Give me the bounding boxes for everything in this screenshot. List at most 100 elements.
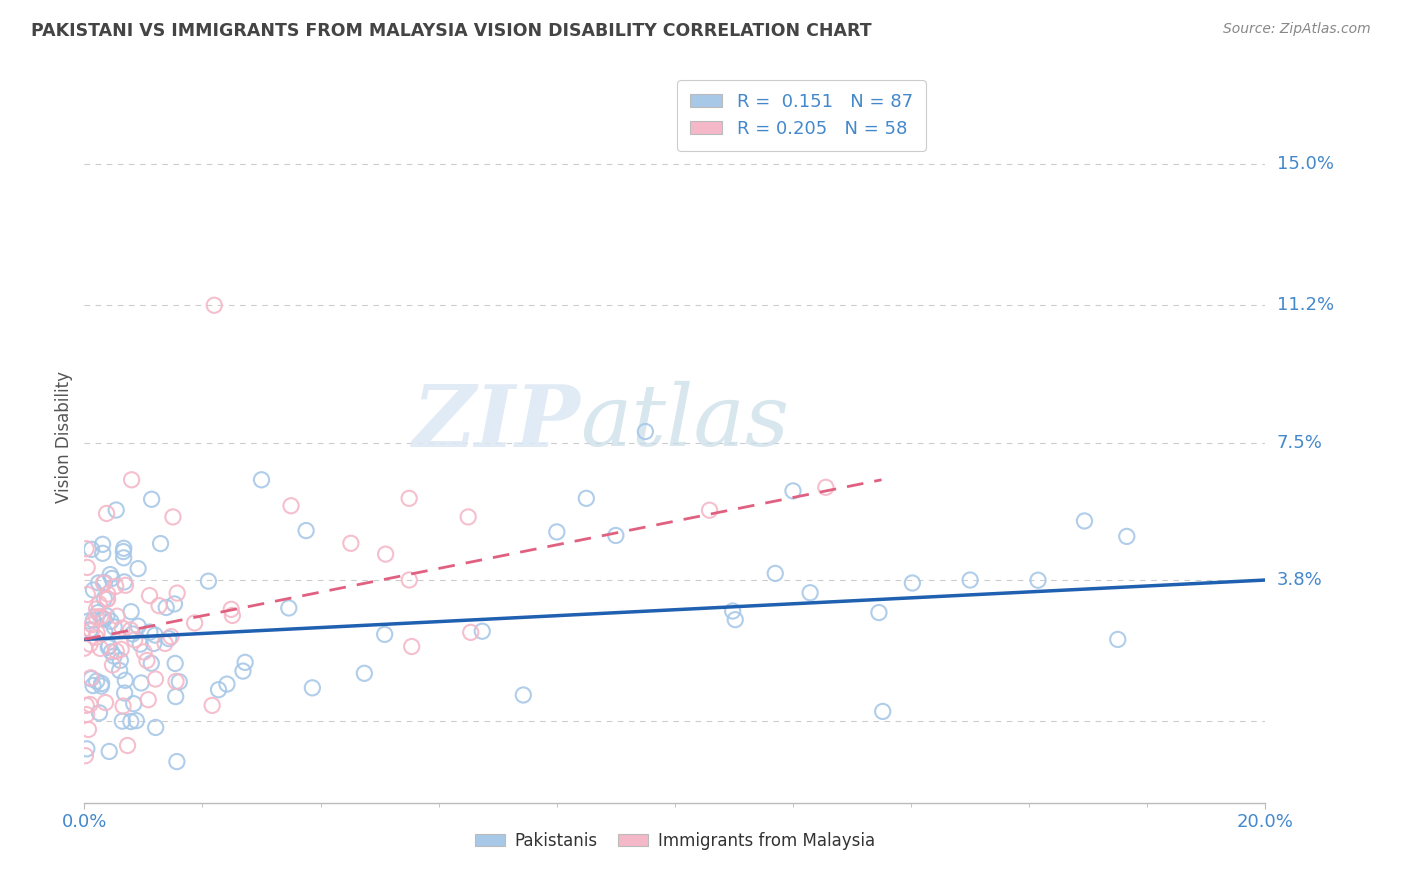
Point <box>79 637 101 651</box>
Point <box>105 503 128 517</box>
Point <box>101 571 124 585</box>
Point <box>120 605 142 619</box>
Point <box>117 739 139 753</box>
Point <box>145 721 167 735</box>
Legend: Pakistanis, Immigrants from Malaysia: Pakistanis, Immigrants from Malaysia <box>468 825 882 856</box>
Point <box>108 664 131 678</box>
Point <box>105 644 128 658</box>
Point <box>87 606 110 620</box>
Point <box>141 657 163 671</box>
Point <box>699 503 721 517</box>
Point <box>546 524 568 539</box>
Point <box>374 627 396 641</box>
Point <box>111 621 134 635</box>
Point <box>163 597 186 611</box>
Point <box>202 298 225 312</box>
Point <box>129 676 152 690</box>
Point <box>82 582 104 597</box>
Point <box>215 677 238 691</box>
Point <box>142 636 165 650</box>
Point <box>104 579 127 593</box>
Point <box>105 609 128 624</box>
Point <box>353 666 375 681</box>
Point <box>512 688 534 702</box>
Point <box>301 681 323 695</box>
Point <box>814 480 837 494</box>
Point <box>374 547 396 561</box>
Point <box>605 528 627 542</box>
Point <box>125 714 148 728</box>
Point <box>136 692 159 706</box>
Text: 15.0%: 15.0% <box>1277 155 1333 173</box>
Point <box>111 714 134 728</box>
Point <box>1115 529 1137 543</box>
Point <box>120 714 142 729</box>
Point <box>100 615 122 629</box>
Text: atlas: atlas <box>581 381 790 464</box>
Point <box>84 630 107 644</box>
Point <box>76 742 98 756</box>
Point <box>121 473 143 487</box>
Point <box>112 544 135 558</box>
Point <box>457 509 479 524</box>
Point <box>93 575 115 590</box>
Point <box>201 698 224 713</box>
Point <box>145 672 167 686</box>
Point <box>93 576 115 591</box>
Point <box>121 627 143 641</box>
Point <box>93 591 115 606</box>
Point <box>112 574 135 589</box>
Point <box>160 630 183 644</box>
Point <box>110 642 132 657</box>
Point <box>232 664 254 678</box>
Point <box>77 723 100 737</box>
Point <box>112 699 135 714</box>
Point <box>169 674 191 689</box>
Point <box>183 615 205 630</box>
Point <box>634 425 657 439</box>
Point <box>233 656 256 670</box>
Point <box>79 623 101 637</box>
Point <box>340 536 363 550</box>
Point <box>112 550 135 565</box>
Point <box>132 645 155 659</box>
Point <box>114 686 136 700</box>
Point <box>120 623 142 637</box>
Point <box>1026 573 1049 587</box>
Point <box>165 690 187 704</box>
Point <box>97 587 120 601</box>
Point <box>97 640 120 655</box>
Point <box>129 637 152 651</box>
Point <box>165 657 187 671</box>
Text: Source: ZipAtlas.com: Source: ZipAtlas.com <box>1223 22 1371 37</box>
Point <box>295 524 318 538</box>
Point <box>901 576 924 591</box>
Point <box>94 625 117 640</box>
Point <box>250 473 273 487</box>
Point <box>91 537 114 551</box>
Point <box>80 617 103 632</box>
Point <box>90 679 112 693</box>
Point <box>148 599 170 613</box>
Point <box>96 592 118 607</box>
Point <box>1073 514 1095 528</box>
Point <box>96 507 118 521</box>
Point <box>86 602 108 616</box>
Point <box>219 602 242 616</box>
Point <box>84 610 107 624</box>
Point <box>221 608 243 623</box>
Point <box>98 744 121 758</box>
Point <box>157 632 180 646</box>
Point <box>103 649 125 664</box>
Point <box>166 586 188 600</box>
Point <box>94 696 117 710</box>
Point <box>79 698 101 712</box>
Point <box>82 613 104 627</box>
Point <box>103 620 125 634</box>
Point <box>76 587 98 601</box>
Point <box>100 645 122 659</box>
Point <box>471 624 494 639</box>
Point <box>89 706 111 720</box>
Text: 11.2%: 11.2% <box>1277 296 1334 314</box>
Point <box>89 641 111 656</box>
